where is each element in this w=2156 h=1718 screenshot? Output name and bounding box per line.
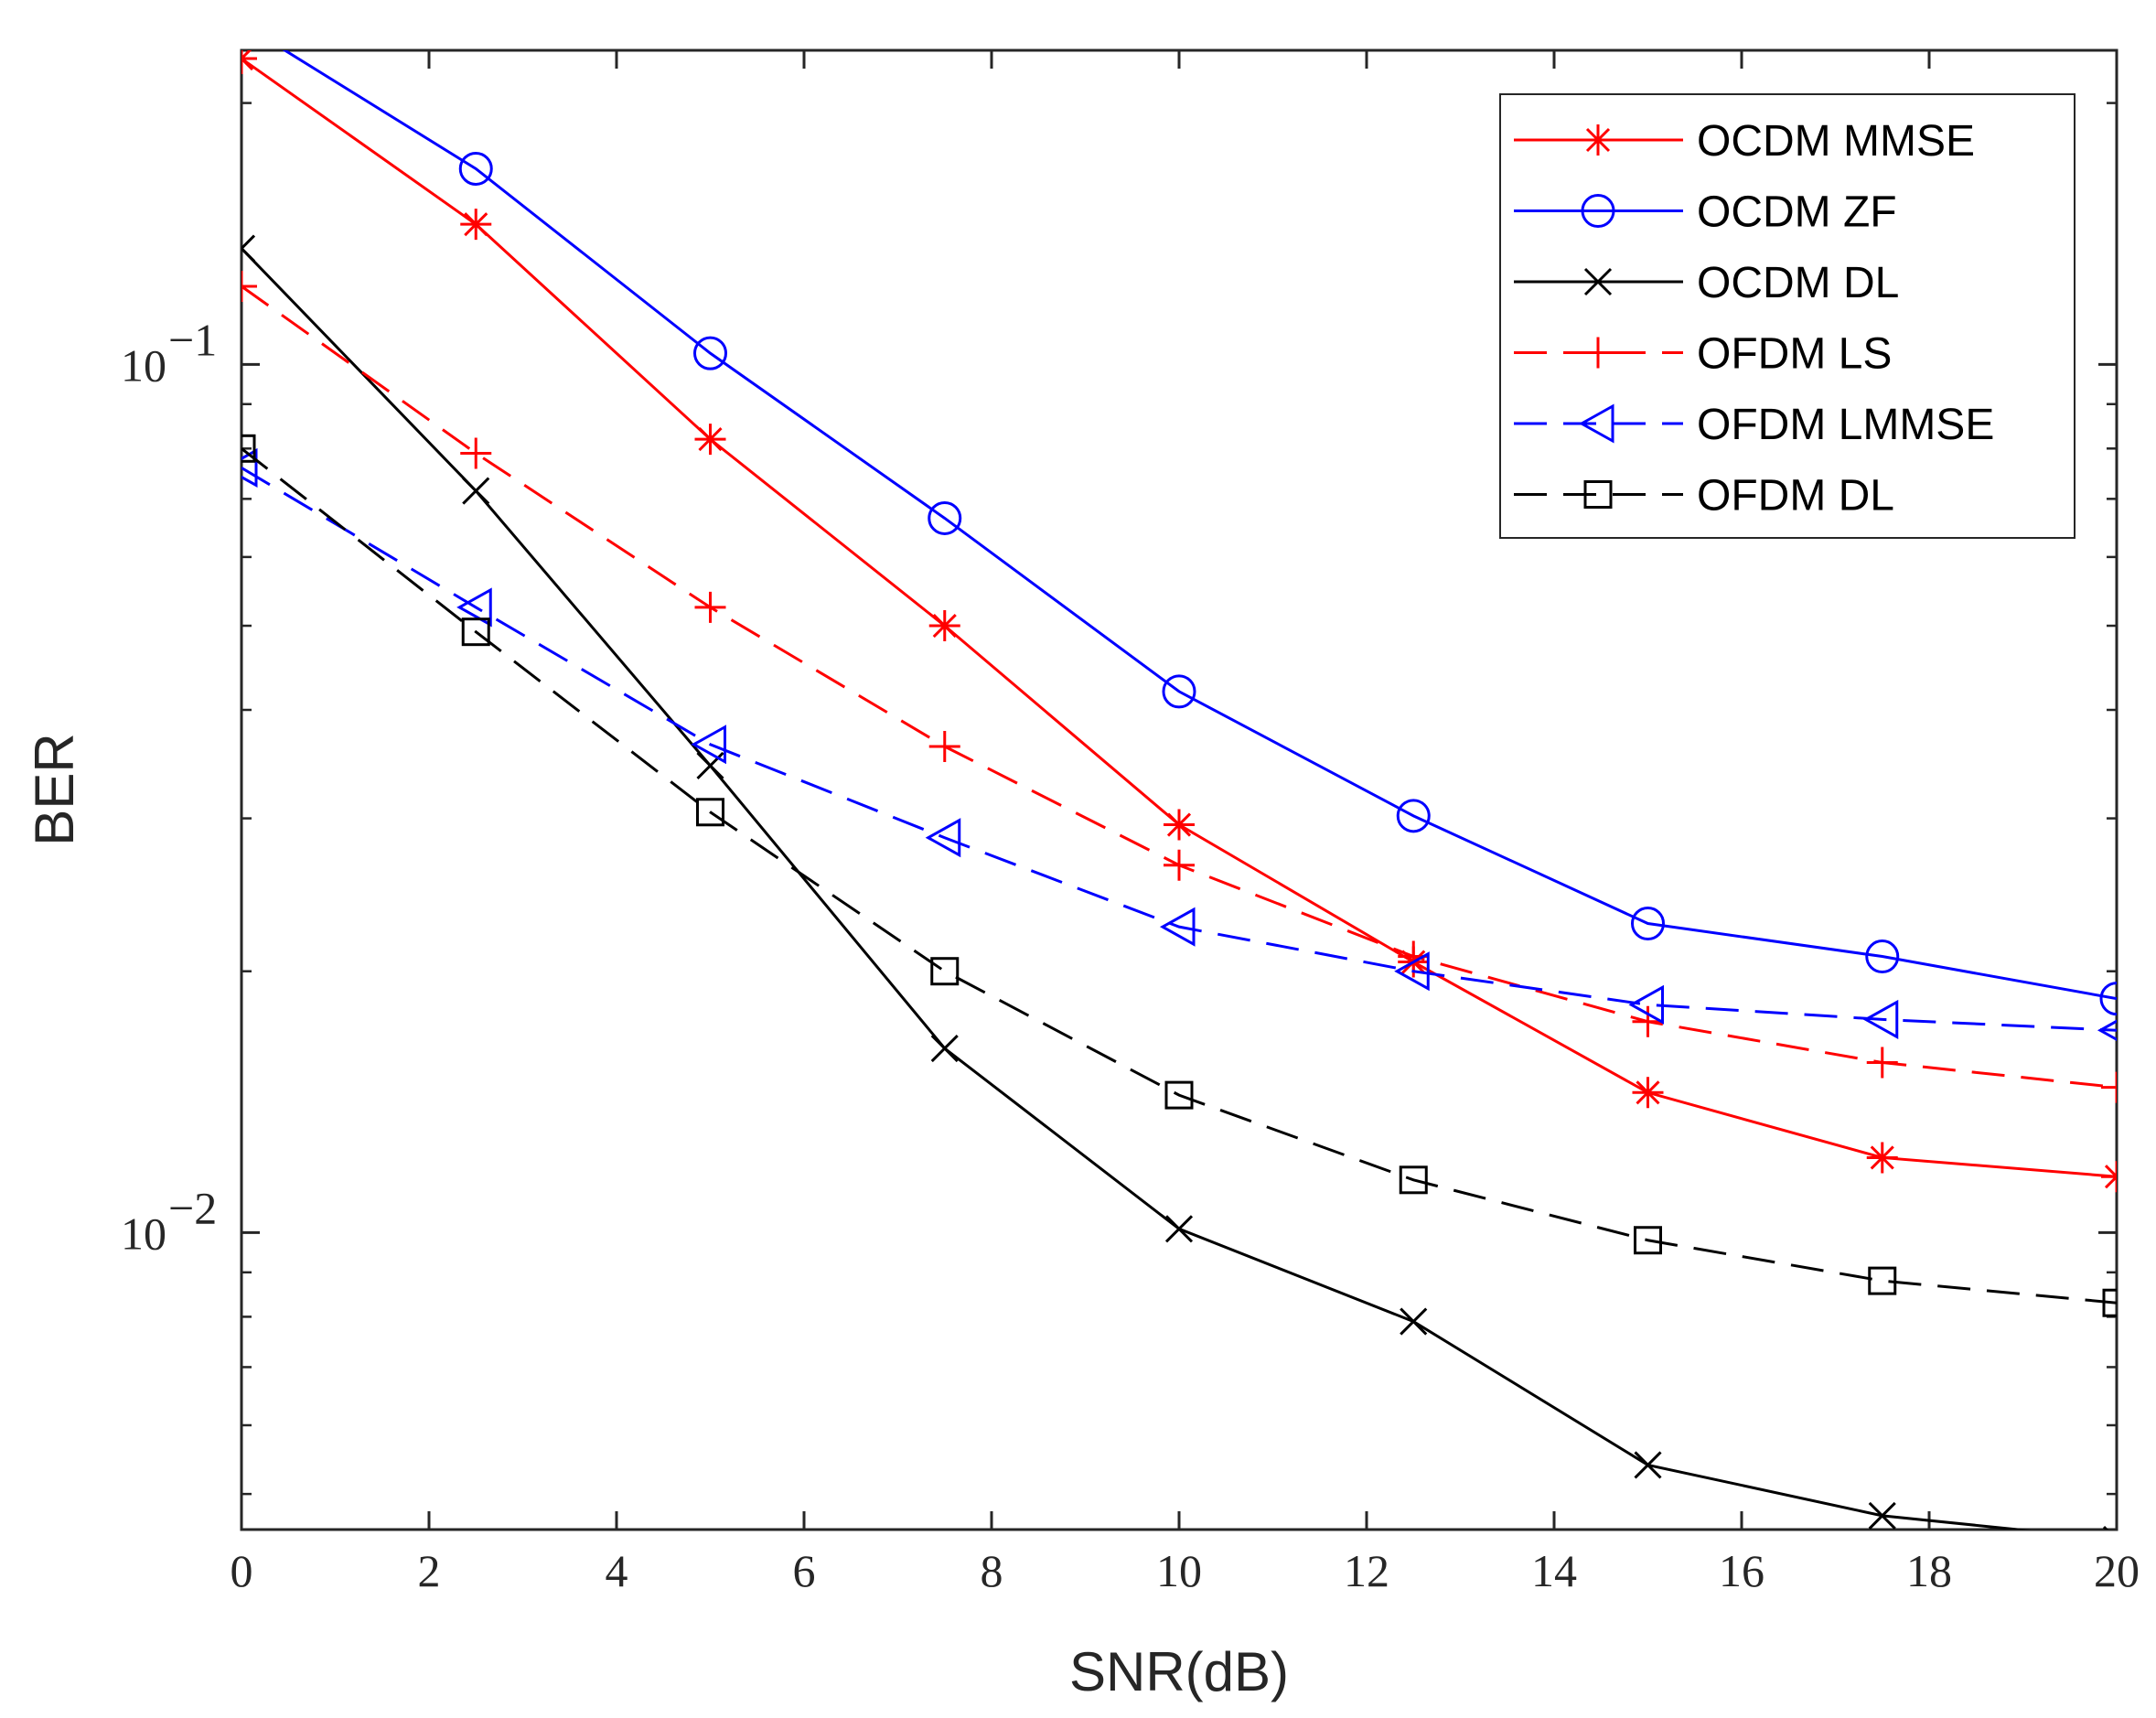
legend-entry: OCDM ZF <box>1514 188 1897 237</box>
x-tick-label: 4 <box>606 1545 628 1596</box>
data-point <box>1394 951 1430 992</box>
legend-entry: OFDM LS <box>1514 330 1892 379</box>
data-point <box>1866 1047 1898 1079</box>
data-point <box>930 957 960 986</box>
x-axis-label: SNR(dB) <box>1069 1641 1289 1702</box>
series-layer <box>241 50 2117 1530</box>
data-point <box>458 151 493 186</box>
legend-marker <box>1583 267 1613 296</box>
x-tick-label: 20 <box>2094 1545 2140 1596</box>
legend-label: OCDM DL <box>1697 259 1899 307</box>
data-point <box>1634 1226 1662 1255</box>
data-point <box>241 270 257 302</box>
data-point <box>456 587 492 628</box>
series-ocdm-dl <box>241 234 2109 1530</box>
data-point <box>1159 907 1196 947</box>
data-point <box>241 234 256 263</box>
x-tick-label: 2 <box>418 1545 441 1596</box>
x-tick-label: 12 <box>1344 1545 1389 1596</box>
data-point <box>930 1034 959 1063</box>
legend-label: OCDM MMSE <box>1697 117 1975 166</box>
data-point <box>2102 1288 2117 1317</box>
legend-marker <box>1583 480 1613 509</box>
data-point <box>1400 1307 1428 1336</box>
data-point <box>2099 982 2117 1016</box>
data-point <box>241 434 256 463</box>
data-point <box>1164 1215 1194 1243</box>
data-point <box>693 336 727 370</box>
data-point <box>1164 849 1195 881</box>
x-tick-label: 6 <box>793 1545 816 1596</box>
data-point <box>462 477 490 505</box>
data-point <box>925 818 961 858</box>
series-line <box>241 447 2117 1305</box>
series-line <box>241 467 2117 1032</box>
data-point <box>2101 1071 2117 1103</box>
x-tick-label: 10 <box>1156 1545 1202 1596</box>
data-point <box>1399 1165 1428 1195</box>
data-point <box>1868 1501 1896 1530</box>
y-tick-label: 10 <box>121 1208 166 1259</box>
legend-marker <box>1582 337 1614 369</box>
data-point <box>460 437 492 469</box>
y-tick-exponent: −1 <box>168 314 217 365</box>
series-ofdm-lmmse <box>241 447 2117 1042</box>
data-point <box>928 500 962 535</box>
data-point <box>696 798 724 827</box>
y-axis-label: BER <box>24 733 85 845</box>
data-point <box>691 725 726 765</box>
x-tick-label: 16 <box>1719 1545 1764 1596</box>
legend-marker <box>1578 403 1614 444</box>
data-point <box>928 610 960 642</box>
legend-entry: OFDM DL <box>1514 472 1894 521</box>
legend-entry: OCDM MMSE <box>1514 117 1975 166</box>
data-point <box>460 209 492 241</box>
data-point <box>1866 1142 1898 1174</box>
legend-marker <box>1582 124 1614 156</box>
x-tick-label: 8 <box>981 1545 1003 1596</box>
legend-label: OFDM LS <box>1697 330 1892 379</box>
data-point <box>1632 1077 1664 1109</box>
data-point <box>1396 799 1431 833</box>
data-point <box>694 591 726 623</box>
data-point <box>1162 674 1196 709</box>
data-point <box>461 617 490 647</box>
legend-label: OFDM LMMSE <box>1697 401 1994 449</box>
legend-box <box>1499 93 2076 539</box>
x-ticks: 0 2 4 6 8 10 12 14 16 18 20 <box>231 50 2140 1596</box>
data-point <box>1634 1451 1662 1479</box>
data-point <box>694 424 726 456</box>
legend-label: OCDM ZF <box>1697 188 1897 237</box>
data-point <box>1631 907 1665 941</box>
x-tick-label: 14 <box>1531 1545 1577 1596</box>
legend: OCDM MMSE OCDM ZF OCDM DL OFDM LS OFDM LMMSE… <box>1499 93 2076 539</box>
data-point <box>1628 984 1664 1025</box>
data-point <box>1862 999 1899 1039</box>
series-ofdm-ls <box>241 270 2117 1103</box>
y-tick-label: 10 <box>121 339 166 391</box>
data-point <box>1164 1080 1194 1110</box>
series-ocdm-zf <box>282 50 2117 1016</box>
y-minor-ticks <box>241 102 2117 1496</box>
series-line <box>282 50 2117 1001</box>
data-point <box>2097 1019 2117 1042</box>
data-point <box>928 731 960 763</box>
legend-marker <box>1581 194 1615 228</box>
x-tick-label: 0 <box>231 1545 253 1596</box>
series-ocdm-mmse <box>241 50 2117 1193</box>
y-ticks: 10−110−2 <box>121 314 2117 1259</box>
legend-entry: OCDM DL <box>1514 259 1899 307</box>
y-tick-exponent: −2 <box>168 1182 217 1233</box>
legend-entry: OFDM LMMSE <box>1514 401 1994 449</box>
legend-label: OFDM DL <box>1697 472 1894 521</box>
x-tick-label: 18 <box>1906 1545 1952 1596</box>
data-point <box>1632 1005 1664 1037</box>
data-point <box>241 447 258 488</box>
data-point <box>1868 1266 1897 1295</box>
data-point <box>1865 940 1900 974</box>
series-ofdm-dl <box>241 434 2117 1317</box>
data-point <box>1164 809 1195 841</box>
